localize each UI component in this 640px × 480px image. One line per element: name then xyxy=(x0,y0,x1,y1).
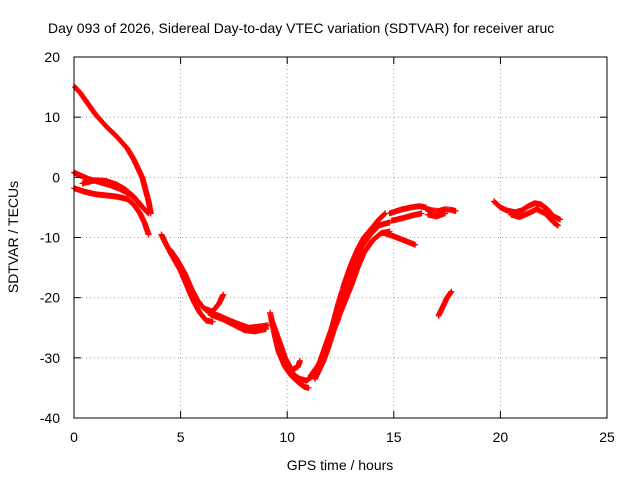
series-track-o xyxy=(380,229,419,248)
x-axis-title: GPS time / hours xyxy=(287,457,394,473)
data-point-markers xyxy=(386,203,429,217)
data-point-markers xyxy=(424,210,448,220)
data-point-markers xyxy=(72,84,154,217)
y-tick-label: 0 xyxy=(52,169,60,185)
y-tick-label: 20 xyxy=(44,49,60,65)
chart-title: Day 093 of 2026, Sidereal Day-to-day VTE… xyxy=(48,20,554,36)
series-track-v xyxy=(508,206,561,229)
data-point-markers xyxy=(491,198,564,223)
data-point-markers xyxy=(207,311,269,335)
series-track-c xyxy=(71,185,152,238)
series-track-p xyxy=(386,203,429,217)
data-point-markers xyxy=(422,205,459,215)
data-point-markers xyxy=(71,185,152,238)
series-track-n xyxy=(322,228,393,349)
data-point-markers xyxy=(388,210,425,224)
series-track-d xyxy=(79,177,146,211)
y-tick-label: 10 xyxy=(44,109,60,125)
series-track-r xyxy=(422,205,459,215)
x-tick-label: 25 xyxy=(599,429,615,445)
data-point-markers xyxy=(435,288,455,319)
data-point-markers xyxy=(508,206,561,229)
y-tick-label: -20 xyxy=(40,290,60,306)
tick-labels: 0 5 10 15 20 25 -40 -30 -20 -10 0 10 20 xyxy=(40,49,615,445)
series-track-h xyxy=(207,311,269,335)
x-tick-label: 10 xyxy=(279,429,295,445)
series-track-a xyxy=(72,84,154,217)
x-tick-label: 20 xyxy=(493,429,509,445)
data-point-markers xyxy=(380,229,419,248)
y-tick-label: -30 xyxy=(40,350,60,366)
data-point-markers xyxy=(311,219,393,382)
x-tick-label: 5 xyxy=(177,429,185,445)
x-tick-label: 15 xyxy=(386,429,402,445)
series-track-q xyxy=(388,210,425,224)
series-track-s xyxy=(424,210,448,220)
plot-points xyxy=(71,84,564,391)
x-tick-label: 0 xyxy=(70,429,78,445)
y-tick-label: -40 xyxy=(40,410,60,426)
series-track-m xyxy=(311,219,393,382)
series-track-u xyxy=(491,198,564,223)
data-point-markers xyxy=(79,177,146,211)
grid xyxy=(74,57,607,418)
axis-ticks xyxy=(73,56,608,419)
data-point-markers xyxy=(322,228,393,349)
series-track-t xyxy=(435,288,455,319)
y-tick-label: -10 xyxy=(40,230,60,246)
y-axis-title: SDTVAR / TECUs xyxy=(5,181,21,293)
plot-frame xyxy=(73,56,608,419)
